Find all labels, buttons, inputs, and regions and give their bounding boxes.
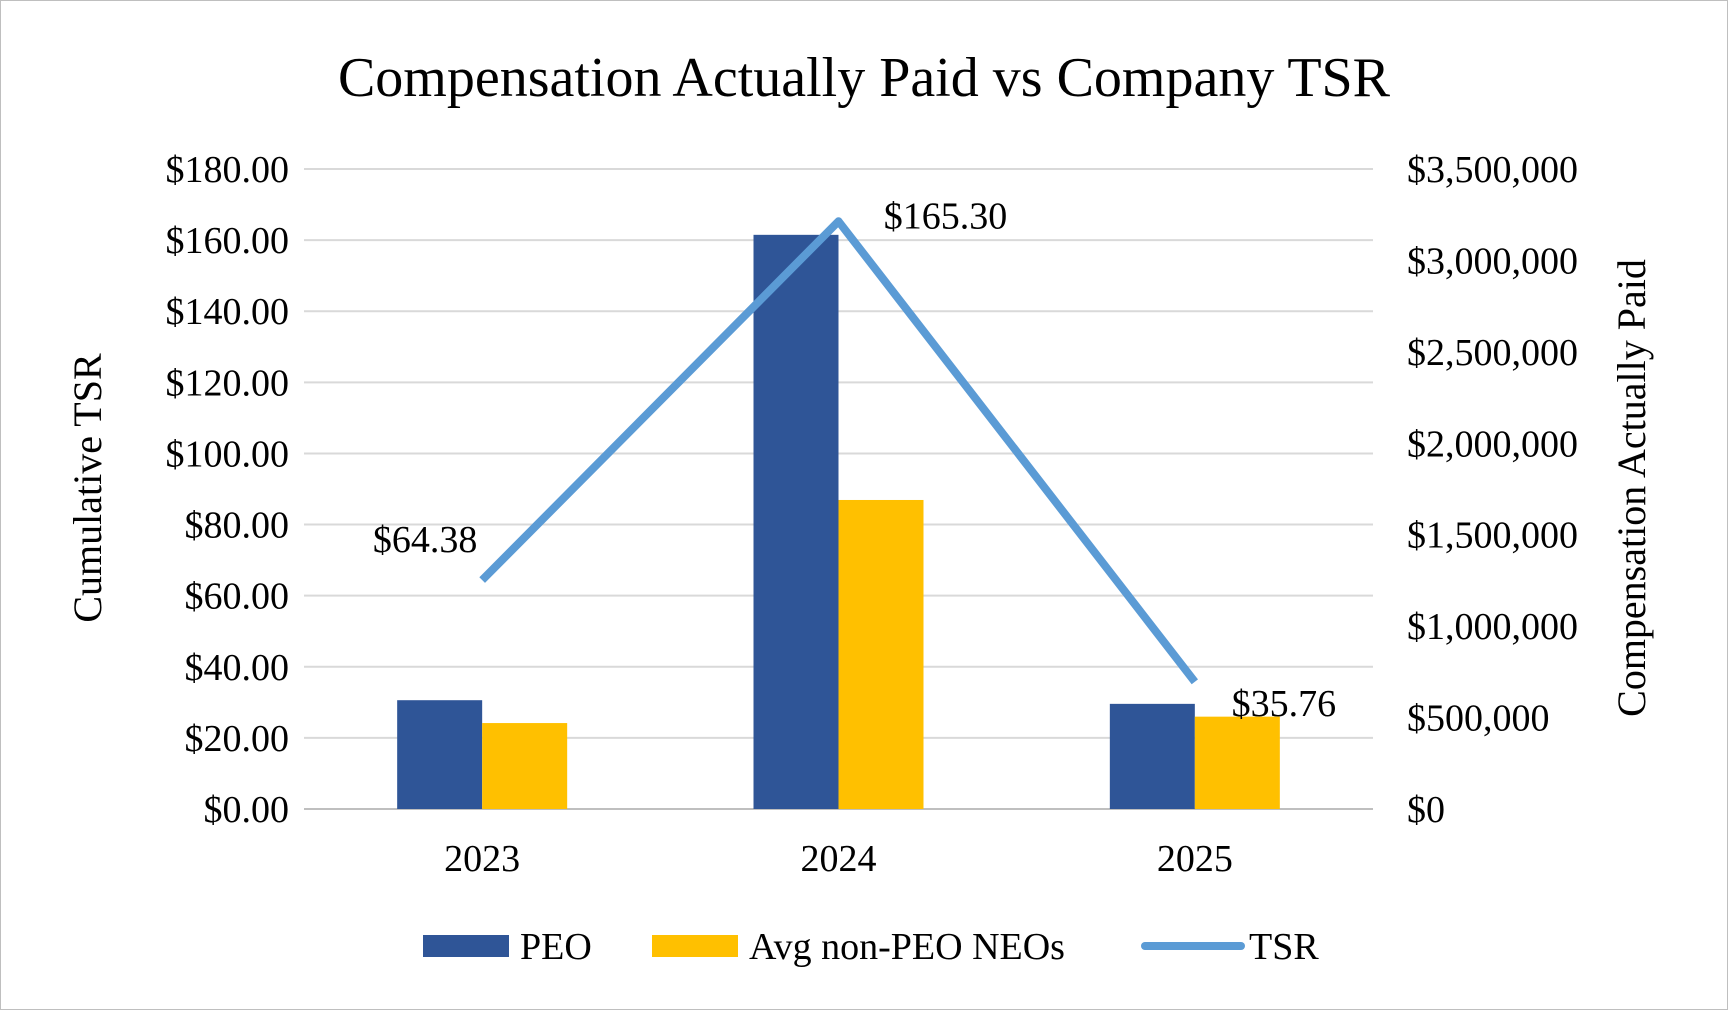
left-tick-label: $60.00 bbox=[185, 576, 290, 618]
left-tick-label: $40.00 bbox=[185, 647, 290, 689]
tsr-data-label: $64.38 bbox=[373, 519, 478, 561]
right-tick-label: $1,500,000 bbox=[1407, 515, 1578, 557]
legend-swatch-avg-non-peo-neos bbox=[652, 935, 738, 957]
legend-swatch-peo bbox=[423, 935, 509, 957]
left-tick-label: $0.00 bbox=[204, 789, 290, 831]
x-axis-labels: 2023 2024 2025 bbox=[444, 838, 1233, 880]
right-tick-label: $1,000,000 bbox=[1407, 606, 1578, 648]
left-tick-label: $120.00 bbox=[166, 362, 290, 404]
left-tick-label: $180.00 bbox=[166, 149, 290, 191]
right-tick-label: $2,000,000 bbox=[1407, 423, 1578, 465]
right-tick-label: $2,500,000 bbox=[1407, 332, 1578, 374]
legend: PEO Avg non-PEO NEOs TSR bbox=[423, 926, 1319, 968]
right-tick-label: $500,000 bbox=[1407, 698, 1550, 740]
right-tick-label: $3,500,000 bbox=[1407, 149, 1578, 191]
x-tick-label: 2025 bbox=[1157, 838, 1233, 880]
left-tick-label: $80.00 bbox=[185, 505, 290, 547]
legend-label-tsr: TSR bbox=[1249, 926, 1319, 968]
tsr-line bbox=[479, 217, 1198, 685]
bar-avg-non-peo-neos-2025 bbox=[1194, 716, 1280, 809]
x-tick-label: 2024 bbox=[801, 838, 877, 880]
bar-peo-2025 bbox=[1109, 703, 1195, 809]
left-tick-label: $20.00 bbox=[185, 718, 290, 760]
x-tick-label: 2023 bbox=[444, 838, 520, 880]
left-tick-label: $140.00 bbox=[166, 291, 290, 333]
left-tick-label: $100.00 bbox=[166, 433, 290, 475]
tsr-data-label: $165.30 bbox=[884, 195, 1008, 237]
bar-peo-2024 bbox=[753, 234, 839, 810]
left-tick-label: $160.00 bbox=[166, 220, 290, 262]
bar-peo-2023 bbox=[397, 700, 483, 809]
tsr-line-group: $64.38 $165.30 $35.76 bbox=[373, 195, 1336, 725]
legend-label-peo: PEO bbox=[520, 926, 592, 968]
left-axis-ticks: $0.00 $20.00 $40.00 $60.00 $80.00 $100.00 $120… bbox=[166, 149, 290, 831]
right-tick-label: $0 bbox=[1407, 789, 1445, 831]
right-tick-label: $3,000,000 bbox=[1407, 240, 1578, 282]
bar-avg-non-peo-neos-2024 bbox=[838, 499, 924, 809]
legend-label-avg-non-peo-neos: Avg non-PEO NEOs bbox=[749, 926, 1065, 968]
left-axis-label: Cumulative TSR bbox=[65, 353, 110, 623]
bar-avg-non-peo-neos-2023 bbox=[482, 723, 568, 809]
bars bbox=[397, 234, 1280, 810]
chart-title: Compensation Actually Paid vs Company TS… bbox=[338, 47, 1391, 109]
right-axis-ticks: $0 $500,000 $1,000,000 $1,500,000 $2,000,000… bbox=[1407, 149, 1578, 831]
tsr-data-label: $35.76 bbox=[1232, 683, 1337, 725]
right-axis-label: Compensation Actually Paid bbox=[1609, 259, 1654, 717]
